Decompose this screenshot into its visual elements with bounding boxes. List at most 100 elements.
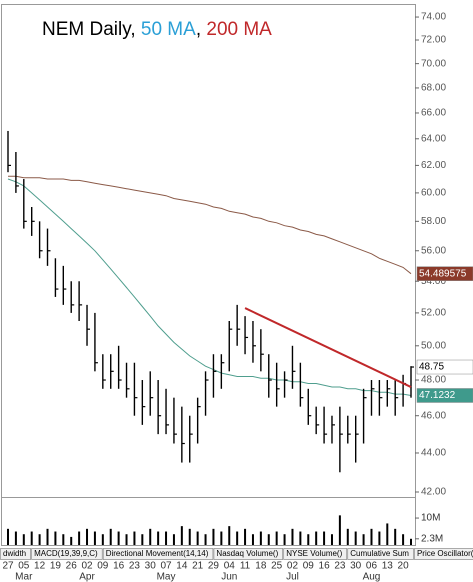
- tab-label: dwidth: [3, 549, 26, 558]
- y-tick-label: 60.00: [421, 188, 446, 199]
- x-tick-label: 27: [2, 561, 14, 572]
- price-label-box: [416, 388, 473, 403]
- volume-bar: [212, 528, 215, 545]
- y-tick-label: 50.00: [421, 340, 446, 351]
- y-tick-label: 58.00: [421, 216, 446, 227]
- tab-label: Cumulative Sum: [350, 549, 409, 558]
- volume-bar: [410, 538, 412, 545]
- volume-bar: [378, 531, 381, 545]
- x-tick-label: 05: [18, 561, 30, 572]
- price-label: 48.75: [419, 362, 444, 373]
- ma50-line: [7, 178, 412, 396]
- volume-bar: [157, 531, 160, 545]
- tab-label: Nasdaq Volume(): [216, 549, 278, 558]
- volume-bar: [7, 528, 9, 545]
- title-part: NEM Daily,: [42, 19, 141, 40]
- volume-bar: [204, 534, 207, 545]
- price-label: 47.1232: [419, 390, 456, 401]
- volume-bar: [394, 528, 397, 545]
- x-tick-label: 25: [271, 561, 283, 572]
- y-tick-label: 52.00: [421, 308, 446, 319]
- volume-panel: [1, 497, 416, 546]
- volume-bar: [30, 531, 33, 545]
- x-tick-label: 02: [81, 561, 93, 572]
- volume-tick-label: 10M: [421, 513, 440, 524]
- x-tick-label: 30: [350, 561, 362, 572]
- indicator-tab[interactable]: MACD(19,39,9,C): [31, 548, 103, 560]
- x-tick-label: 23: [334, 561, 346, 572]
- x-tick-label: 19: [50, 561, 62, 572]
- x-tick-label: 18: [255, 561, 267, 572]
- volume-bar: [188, 528, 191, 545]
- volume-bar: [125, 534, 128, 545]
- indicator-tab[interactable]: Nasdaq Volume(): [213, 548, 284, 560]
- volume-bar: [370, 528, 373, 545]
- x-tick-label: 16: [319, 561, 331, 572]
- indicator-tab[interactable]: Cumulative Sum: [347, 548, 414, 560]
- indicator-tab[interactable]: Price Oscillator(50: [414, 548, 473, 560]
- volume-bar: [62, 534, 65, 545]
- volume-bar: [109, 528, 112, 545]
- x-tick-label: 23: [129, 561, 141, 572]
- volume-bar: [220, 531, 223, 545]
- month-label: Mar: [15, 572, 33, 582]
- volume-bar: [244, 528, 247, 545]
- volume-bar: [165, 531, 168, 545]
- volume-bar: [14, 531, 17, 545]
- title-part: 50 MA: [141, 19, 196, 40]
- ma200-line: [8, 175, 412, 275]
- y-tick-label: 54.00: [421, 276, 446, 287]
- tab-label: Directional Movement(14,14): [106, 549, 209, 558]
- volume-bar: [338, 515, 341, 545]
- volume-bar: [22, 534, 25, 545]
- volume-bar: [180, 526, 183, 545]
- volume-bar: [299, 531, 302, 545]
- month-label: Apr: [79, 572, 95, 582]
- chart-title: NEM Daily, 50 MA, 200 MA: [42, 19, 272, 40]
- y-tick-label: 46.00: [421, 410, 446, 421]
- volume-bar: [86, 528, 89, 545]
- y-tick-label: 68.00: [421, 83, 446, 94]
- indicator-tab[interactable]: NYSE Volume(): [283, 548, 348, 560]
- x-tick-label: 29: [208, 561, 220, 572]
- volume-bar: [330, 534, 333, 545]
- y-tick-label: 74.00: [421, 12, 446, 23]
- x-tick-label: 06: [366, 561, 378, 572]
- tab-box: [347, 548, 414, 560]
- y-tick-label: 66.00: [421, 108, 446, 119]
- x-tick-label: 07: [160, 561, 172, 572]
- volume-bar: [386, 523, 389, 545]
- volume-tick-label: 2.3M: [421, 533, 443, 544]
- volume-bar: [78, 531, 81, 545]
- volume-bar: [70, 536, 73, 545]
- tab-box: [102, 548, 214, 560]
- volume-bar: [228, 526, 231, 545]
- volume-bar: [117, 531, 120, 545]
- y-tick-label: 62.00: [421, 160, 446, 171]
- volume-bar: [141, 534, 144, 545]
- tab-label: Price Oscillator(50: [417, 549, 473, 558]
- month-label: May: [157, 572, 176, 582]
- month-label: Jun: [221, 572, 237, 582]
- tab-box: [414, 548, 473, 560]
- y-tick-label: 72.00: [421, 35, 446, 46]
- y-tick-label: 42.00: [421, 487, 446, 498]
- volume-bar: [291, 528, 294, 545]
- price-label-box: [416, 266, 473, 281]
- x-tick-label: 04: [224, 561, 236, 572]
- x-tick-label: 21: [192, 561, 204, 572]
- x-tick-label: 11: [240, 561, 251, 572]
- x-tick-label: 13: [382, 561, 394, 572]
- volume-bar: [307, 534, 310, 545]
- trendline: [244, 307, 412, 388]
- volume-bar: [251, 534, 254, 545]
- y-tick-label: 48.00: [421, 375, 446, 386]
- indicator-tab[interactable]: Directional Movement(14,14): [102, 548, 214, 560]
- indicator-tab[interactable]: dwidth: [0, 548, 31, 560]
- x-tick-label: 09: [303, 561, 315, 572]
- price-label: 54.489575: [419, 268, 467, 279]
- y-tick-label: 64.00: [421, 133, 446, 144]
- volume-bar: [38, 534, 41, 545]
- title-part: 200 MA: [206, 19, 272, 40]
- x-tick-label: 12: [34, 561, 46, 572]
